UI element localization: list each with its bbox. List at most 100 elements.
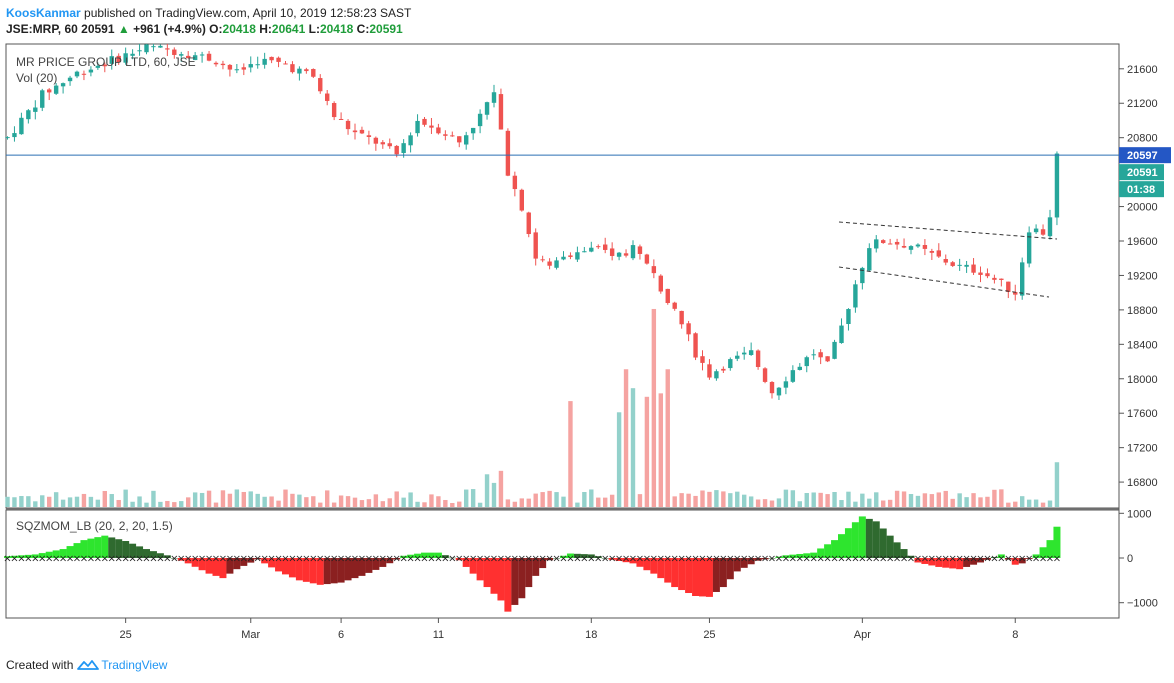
- volume-bar: [519, 498, 524, 507]
- squeeze-dot-marker: ×: [156, 554, 164, 565]
- volume-bar: [755, 499, 761, 507]
- squeeze-dot-marker: ×: [448, 554, 456, 565]
- squeeze-dot-marker: ×: [247, 554, 255, 565]
- candle-body: [81, 73, 87, 75]
- momentum-bar: [858, 516, 866, 558]
- channel-upper-trendline[interactable]: [838, 221, 1058, 240]
- candle-body: [867, 248, 872, 271]
- squeeze-dot-marker: ×: [789, 554, 797, 565]
- momentum-bar: [719, 558, 727, 588]
- momentum-bar: [705, 558, 713, 597]
- momentum-bar: [643, 558, 651, 571]
- squeeze-dot-marker: ×: [1004, 554, 1012, 565]
- author-link[interactable]: KoosKanmar: [6, 6, 81, 20]
- candle-body: [881, 240, 886, 243]
- candle-body: [331, 102, 337, 118]
- momentum-bar: [532, 558, 540, 576]
- volume-bar: [540, 492, 545, 507]
- volume-bar: [477, 502, 483, 507]
- volume-bar: [311, 496, 316, 507]
- volume-bar: [881, 500, 886, 507]
- momentum-bar: [983, 558, 991, 560]
- candle-body: [596, 246, 601, 248]
- squeeze-dot-marker: ×: [552, 554, 560, 565]
- squeeze-dot-marker: ×: [184, 554, 192, 565]
- volume-bar: [338, 495, 344, 507]
- candle-body: [436, 127, 441, 134]
- volume-bar: [936, 492, 941, 507]
- squeeze-dot-marker: ×: [865, 554, 873, 565]
- squeeze-dot-marker: ×: [142, 554, 150, 565]
- volume-bar: [47, 496, 52, 507]
- squeeze-dot-marker: ×: [532, 554, 540, 565]
- candle-body: [109, 56, 114, 64]
- squeeze-dot-marker: ×: [893, 554, 901, 565]
- volume-bar: [825, 494, 830, 507]
- squeeze-dot-marker: ×: [1011, 554, 1019, 565]
- volume-bar: [992, 489, 997, 507]
- squeeze-dot-marker: ×: [101, 554, 109, 565]
- candle-body: [394, 145, 399, 155]
- momentum-bar: [184, 558, 192, 564]
- symbol-label: JSE:MRP, 60: [6, 22, 78, 36]
- candle-body: [415, 120, 420, 134]
- momentum-bar: [886, 535, 894, 558]
- momentum-bar: [810, 552, 818, 558]
- candle-body: [742, 352, 747, 355]
- channel-lower-trendline[interactable]: [838, 266, 1050, 298]
- price-tick-label: 20800: [1127, 133, 1158, 145]
- price-tick-label: 19600: [1127, 236, 1158, 248]
- candle-body: [679, 310, 684, 325]
- volume-bar: [102, 490, 107, 507]
- tradingview-link[interactable]: TradingView: [101, 658, 168, 672]
- price-tick-label: 17200: [1127, 443, 1158, 455]
- candle-body: [686, 323, 691, 335]
- volume-bar: [686, 493, 691, 507]
- volume-bar: [33, 501, 38, 507]
- squeeze-dot-marker: ×: [191, 554, 199, 565]
- volume-bar: [179, 501, 184, 507]
- squeeze-dot-marker: ×: [538, 554, 546, 565]
- volume-bar: [908, 494, 914, 507]
- indicator-tick-label: 1000: [1127, 508, 1151, 520]
- momentum-bar: [615, 558, 623, 561]
- momentum-bar: [803, 553, 811, 558]
- candle-body: [269, 56, 274, 61]
- volume-bar: [929, 494, 935, 507]
- squeeze-dot-marker: ×: [601, 554, 609, 565]
- candle-body: [644, 254, 650, 264]
- candle-body: [714, 371, 719, 379]
- momentum-bar: [261, 558, 269, 564]
- candle-body: [53, 85, 59, 94]
- momentum-bar: [949, 558, 957, 569]
- candle-body: [297, 68, 302, 74]
- volume-bar: [213, 502, 219, 507]
- squeeze-dot-marker: ×: [935, 554, 943, 565]
- squeeze-dot-marker: ×: [684, 554, 692, 565]
- volume-bar: [40, 495, 45, 507]
- momentum-bar: [928, 558, 936, 566]
- volume-bar: [811, 492, 816, 507]
- volume-bar: [776, 498, 782, 507]
- volume-bar: [609, 494, 615, 507]
- squeeze-dot-marker: ×: [879, 554, 887, 565]
- squeeze-dot-marker: ×: [128, 554, 136, 565]
- candle-body: [102, 64, 107, 67]
- squeeze-dot-marker: ×: [497, 554, 505, 565]
- squeeze-dot-marker: ×: [399, 554, 407, 565]
- ohlc-legend: JSE:MRP, 60 20591 ▲ +961 (+4.9%) O:20418…: [6, 21, 403, 37]
- momentum-bar: [240, 558, 248, 566]
- momentum-bar: [351, 558, 359, 579]
- momentum-bar: [233, 558, 241, 570]
- squeeze-dot-marker: ×: [219, 554, 227, 565]
- momentum-bar: [1032, 554, 1040, 558]
- squeeze-dot-marker: ×: [379, 554, 387, 565]
- candle-body: [74, 71, 80, 77]
- countdown-badge: [1119, 181, 1164, 198]
- candle-body: [936, 250, 941, 257]
- squeeze-dot-marker: ×: [1032, 554, 1040, 565]
- momentum-bar: [747, 558, 755, 565]
- momentum-bar: [1011, 558, 1019, 565]
- candle-body: [477, 113, 483, 127]
